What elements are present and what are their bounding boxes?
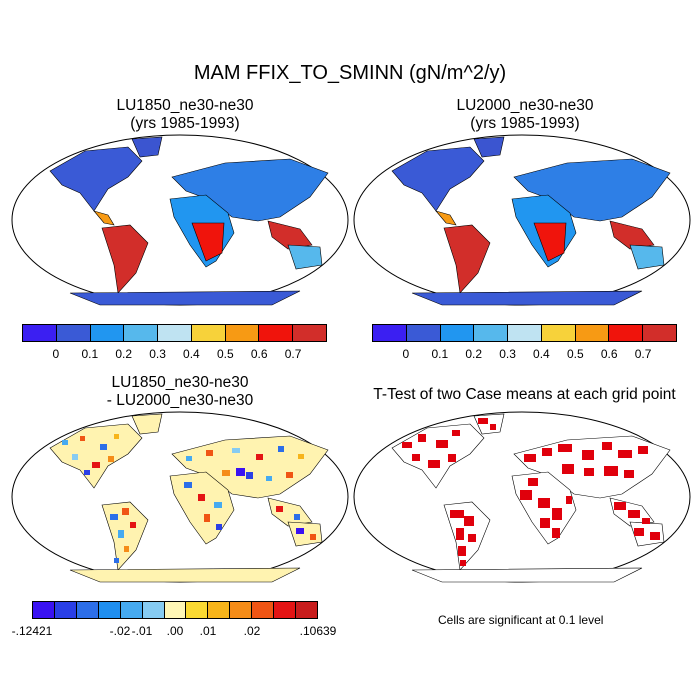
colorbar-label: 0.4 [533,347,550,361]
colorbar-label: .00 [166,624,184,638]
panel3-title: LU1850_ne30-ne30 - LU2000_ne30-ne30 [10,374,350,410]
colorbar-main-right [372,324,677,342]
colorbar-swatch [185,602,208,618]
panel1-title-line1: LU1850_ne30-ne30 [116,97,254,114]
panel2-title-line1: LU2000_ne30-ne30 [456,97,594,114]
colorbar-label: 0.4 [183,347,200,361]
colorbar-swatch [53,602,76,618]
colorbar-swatch [55,325,90,341]
colorbar-swatch [224,325,259,341]
panel3-title-line2: - LU2000_ne30-ne30 [106,392,254,409]
difference-speckles [62,434,316,563]
colorbar-label: 0 [52,347,60,361]
colorbar-swatch [373,325,406,341]
colorbar-swatch [258,325,293,341]
colorbar-swatch [163,602,186,618]
colorbar-label: 0.1 [81,347,99,361]
colorbar-label: -.01 [131,624,153,638]
map-ttest [353,411,691,583]
colorbar-swatch [273,602,296,618]
significant-cells [402,418,660,566]
colorbar-swatch [295,602,317,618]
colorbar-swatch [405,325,440,341]
colorbar-label: 0.2 [115,347,133,361]
significance-note: Cells are significant at 0.1 level [438,613,604,627]
colorbar-diff-labels: -.12421 -.02 -.01 .00 .01 .02 .10639 [12,624,337,640]
colorbar-swatch [439,325,474,341]
colorbar-main-left [22,324,327,342]
colorbar-label: 0.7 [634,347,652,361]
colorbar-swatch [33,602,54,618]
colorbar-main-left-labels: 0 0.1 0.2 0.3 0.4 0.5 0.6 0.7 [22,347,327,363]
colorbar-swatch [574,325,609,341]
colorbar-swatch [141,602,164,618]
colorbar-swatch [608,325,643,341]
colorbar-swatch [97,602,120,618]
panel1-title: LU1850_ne30-ne30 (yrs 1985-1993) [20,97,350,133]
colorbar-swatch [123,325,158,341]
colorbar-label: 0 [402,347,410,361]
colorbar-swatch [207,602,230,618]
continents-difference [49,413,329,583]
map-lu2000 [353,134,691,306]
colorbar-swatch [473,325,508,341]
panel4-title: T-Test of two Case means at each grid po… [352,386,697,404]
colorbar-label: .01 [199,624,217,638]
colorbar-swatch [190,325,225,341]
colorbar-label: 0.7 [284,347,302,361]
colorbar-label: -.02 [109,624,131,638]
colorbar-swatch [119,602,142,618]
colorbar-swatch [642,325,677,341]
colorbar-label: .02 [243,624,261,638]
panel1-title-line2: (yrs 1985-1993) [130,115,240,132]
colorbar-label: 0.6 [600,347,618,361]
colorbar-label: 0.3 [499,347,516,361]
figure-title: MAM FFIX_TO_SMINN (gN/m^2/y) [193,62,507,84]
colorbar-swatch [540,325,575,341]
colorbar-label: 0.2 [465,347,483,361]
colorbar-main-right-labels: 0 0.1 0.2 0.3 0.4 0.5 0.6 0.7 [372,347,677,363]
colorbar-swatch [251,602,274,618]
colorbar-diff [32,601,318,619]
colorbar-label: -.12421 [11,624,53,638]
colorbar-swatch [89,325,124,341]
colorbar-swatch [23,325,56,341]
map-difference [11,411,349,583]
colorbar-label: 0.3 [149,347,166,361]
continents-lu1850 [49,136,329,306]
panel4-title-line1: T-Test of two Case means at each grid po… [373,386,676,403]
colorbar-swatch [75,602,98,618]
colorbar-label: 0.5 [566,347,584,361]
continents-lu2000 [391,136,671,306]
colorbar-label: 0.5 [216,347,234,361]
colorbar-swatch [229,602,252,618]
colorbar-label: 0.1 [431,347,449,361]
colorbar-swatch [157,325,191,341]
colorbar-swatch [507,325,541,341]
panel2-title-line2: (yrs 1985-1993) [470,115,580,132]
map-lu1850 [11,134,349,306]
panel2-title: LU2000_ne30-ne30 (yrs 1985-1993) [360,97,690,133]
colorbar-label: 0.6 [250,347,268,361]
panel3-title-line1: LU1850_ne30-ne30 [111,374,249,391]
colorbar-swatch [292,325,327,341]
colorbar-label: .10639 [299,624,337,638]
